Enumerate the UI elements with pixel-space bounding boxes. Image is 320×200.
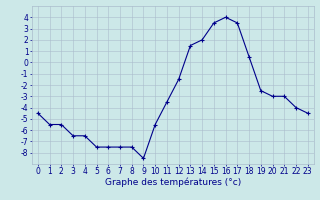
X-axis label: Graphe des températures (°c): Graphe des températures (°c) [105, 178, 241, 187]
